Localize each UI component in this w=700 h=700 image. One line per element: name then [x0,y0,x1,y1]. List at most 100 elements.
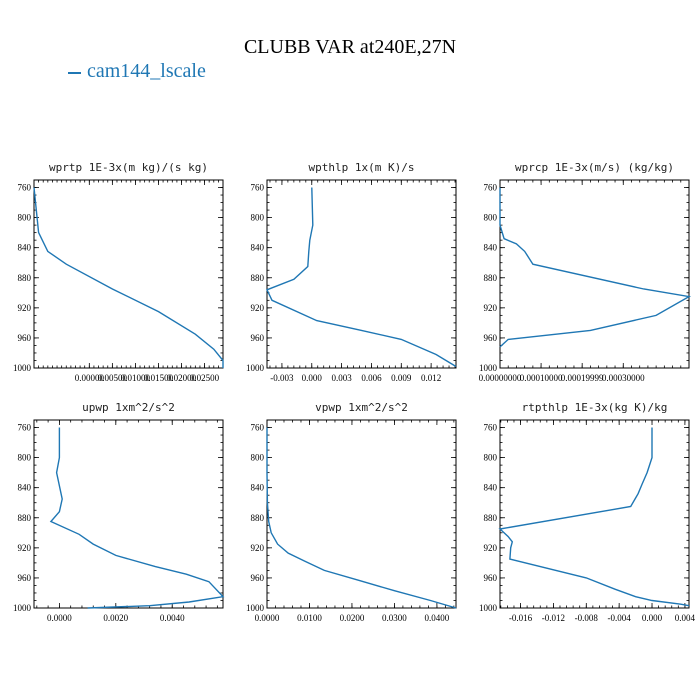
subplot-5: vpwp 1xm^2/s^2 760 800 840 880 920 960 10000.00… [246,401,457,623]
subplot-title: wprcp 1E-3x(m/s) (kg/kg) [515,161,674,174]
x-tick-label: 0.0300 [382,613,407,623]
y-tick-label: 960 [18,573,32,583]
x-tick-label: 0.00010000 [520,373,563,383]
x-tick-label: -0.012 [542,613,565,623]
series-line-cam144-lscale [266,427,457,609]
y-tick-label: 800 [484,213,498,223]
y-tick-label: 760 [251,183,265,193]
y-tick-label: 800 [251,213,265,223]
y-tick-label: 920 [18,543,32,553]
y-tick-label: 1000 [13,603,32,613]
x-tick-label: 0.01000 [121,373,151,383]
x-tick-label: 0.02000 [167,373,197,383]
x-tick-label: 0.0400 [425,613,450,623]
subplot-frame [499,179,690,369]
y-tick-label: 840 [251,483,265,493]
x-tick-label: 0.000 [642,613,663,623]
x-tick-label: 0.009 [391,373,412,383]
y-tick-label: 800 [18,213,32,223]
x-tick-label: 0.0200 [340,613,365,623]
y-tick-label: 1000 [479,603,498,613]
x-tick-label: 0.0020 [103,613,128,623]
x-tick-label: 0.000 [302,373,323,383]
x-tick-label: 0.02500 [190,373,220,383]
x-tick-label: 0.00000000 [479,373,522,383]
y-tick-label: 1000 [246,603,265,613]
x-tick-label: 0.01500 [144,373,174,383]
x-tick-label: 0.0100 [297,613,322,623]
y-tick-label: 880 [251,513,265,523]
subplot-4: upwp 1xm^2/s^2 760 800 840 880 920 960 1000 0.00… [13,401,225,623]
y-tick-label: 880 [18,273,32,283]
y-tick-label: 880 [18,513,32,523]
subplot-title: vpwp 1xm^2/s^2 [315,401,408,414]
y-tick-label: 840 [484,483,498,493]
y-tick-label: 760 [251,423,265,433]
y-tick-label: 880 [484,513,498,523]
page-title: CLUBB VAR at240E,27N [243,36,457,58]
y-tick-label: 840 [18,243,32,253]
x-tick-label: -0.016 [509,613,533,623]
y-tick-label: 920 [18,303,32,313]
y-tick-label: 1000 [246,363,265,373]
series-line-cam144-lscale [33,187,224,368]
subplot-frame [266,419,457,609]
x-tick-label: -0.008 [575,613,599,623]
y-tick-label: 920 [251,303,265,313]
x-tick-label: 0.006 [361,373,382,383]
subplot-3: wprcp 1E-3x(m/s) (kg/kg) 760 800 840 880 920 9… [479,161,692,383]
y-tick-label: 880 [484,273,498,283]
y-tick-label: 840 [251,243,265,253]
x-tick-label: -0.003 [270,373,294,383]
subplot-title: upwp 1xm^2/s^2 [82,401,175,414]
y-tick-label: 960 [251,333,265,343]
y-tick-label: 840 [18,483,32,493]
y-tick-label: 960 [484,333,498,343]
y-tick-label: 840 [484,243,498,253]
y-tick-label: 800 [251,453,265,463]
legend-line-swatch [68,71,81,74]
x-tick-label: 0.00500 [98,373,128,383]
x-tick-label: -0.004 [608,613,632,623]
subplot-1: wprtp 1E-3x(m kg)/(s kg) 760 800 840 880 920 9… [13,161,224,383]
y-tick-label: 1000 [479,363,498,373]
x-tick-label: 0.0040 [160,613,185,623]
legend-label: cam144_lscale [87,60,206,82]
x-tick-label: 0.012 [421,373,441,383]
x-tick-label: 0.00019999 [561,373,604,383]
y-tick-label: 760 [18,423,32,433]
x-tick-label: 0.003 [331,373,352,383]
legend: cam144_lscale [68,60,206,83]
subplot-title: rtpthlp 1E-3x(kg K)/kg [522,401,668,414]
y-tick-label: 920 [484,543,498,553]
series-line-cam144-lscale [266,187,457,368]
series-line-cam144-lscale [49,427,225,609]
x-tick-label: 0.004 [675,613,696,623]
subplot-frame [499,419,690,609]
x-tick-label: 0.0000 [47,613,72,623]
y-tick-label: 960 [18,333,32,343]
series-line-cam144-lscale [499,187,692,348]
y-tick-label: 960 [251,573,265,583]
y-tick-label: 920 [251,543,265,553]
y-tick-label: 760 [484,423,498,433]
subplot-title: wpthlp 1x(m K)/s [309,161,415,174]
y-tick-label: 920 [484,303,498,313]
subplot-frame [33,419,224,609]
x-tick-label: 0.00000 [75,373,105,383]
subplot-6: rtpthlp 1E-3x(kg K)/kg 760 800 840 880 920 960… [479,401,696,623]
y-tick-label: 760 [484,183,498,193]
y-tick-label: 960 [484,573,498,583]
y-tick-label: 760 [18,183,32,193]
subplot-frame [33,179,224,369]
y-tick-label: 800 [484,453,498,463]
y-tick-label: 880 [251,273,265,283]
y-tick-label: 1000 [13,363,32,373]
subplot-2: wpthlp 1x(m K)/s 760 800 840 880 920 960 1000 -0… [246,161,457,383]
x-tick-label: 0.0000 [255,613,280,623]
subplot-title: wprtp 1E-3x(m kg)/(s kg) [49,161,208,174]
subplot-frame [266,179,457,369]
series-line-cam144-lscale [498,427,690,607]
y-tick-label: 800 [18,453,32,463]
